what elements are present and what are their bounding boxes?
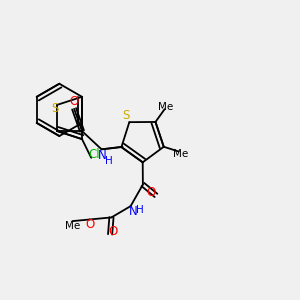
- Text: N: N: [98, 149, 107, 162]
- Text: O: O: [108, 226, 118, 238]
- Text: H: H: [104, 156, 112, 166]
- Text: O: O: [146, 187, 155, 200]
- Text: Me: Me: [158, 102, 174, 112]
- Text: Me: Me: [172, 149, 188, 159]
- Text: O: O: [85, 218, 95, 231]
- Text: H: H: [136, 205, 144, 215]
- Text: S: S: [51, 102, 58, 115]
- Text: O: O: [70, 95, 79, 108]
- Text: Cl: Cl: [88, 148, 100, 161]
- Text: N: N: [129, 205, 137, 218]
- Text: Me: Me: [65, 221, 80, 232]
- Text: S: S: [122, 109, 130, 122]
